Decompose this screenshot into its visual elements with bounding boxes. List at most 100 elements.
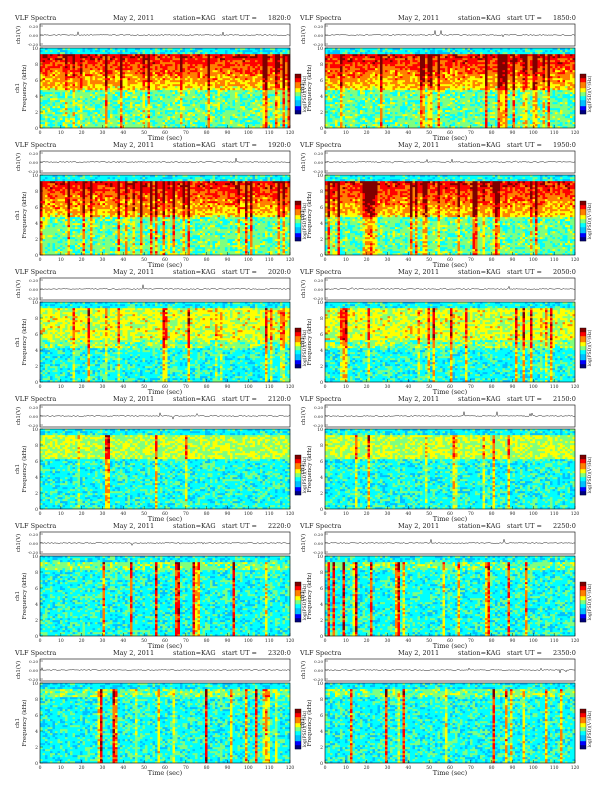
spectrogram-cell <box>183 102 186 104</box>
spectrogram-cell <box>140 78 143 80</box>
spectrogram-cell <box>63 88 66 90</box>
spectrogram-cell <box>158 76 161 78</box>
spectrogram-cell <box>60 76 63 78</box>
spectrogram-cell <box>75 104 78 106</box>
spectrogram-cell <box>195 56 198 58</box>
spectrogram-cell <box>138 118 141 120</box>
spectrogram-cell <box>43 76 46 78</box>
spectrogram-cell <box>233 88 236 90</box>
spectrogram-cell <box>85 96 88 98</box>
spectrogram-cell <box>215 62 218 64</box>
spectrogram-cell <box>173 104 176 106</box>
spectrogram-cell <box>130 112 133 114</box>
spectrogram-cell <box>168 62 171 64</box>
spectrogram-cell <box>118 108 121 110</box>
spectrogram-cell <box>175 114 178 116</box>
spectrogram-cell <box>208 84 211 86</box>
spectrogram-cell <box>95 82 98 84</box>
spectrogram-cell <box>60 100 63 102</box>
spectrogram-cell <box>218 102 221 104</box>
spectrogram-cell <box>155 88 158 90</box>
spectrogram-cell <box>233 70 236 72</box>
spectrogram-cell <box>230 80 233 82</box>
spectrogram-cell <box>105 60 108 62</box>
spectrogram-cell <box>235 74 238 76</box>
spectrogram-cell <box>63 48 66 50</box>
spectrogram-cell <box>150 74 153 76</box>
spectrogram-cell <box>75 108 78 110</box>
spectrogram-cell <box>220 84 223 86</box>
spectrogram-cell <box>175 104 178 106</box>
spectrogram-cell <box>200 94 203 96</box>
spectrogram-cell <box>88 70 91 72</box>
spectrogram-cell <box>205 114 208 116</box>
spectrogram-cell <box>58 114 61 116</box>
spectrogram-cell <box>160 92 163 94</box>
spectrogram-cell <box>68 48 71 50</box>
spectrogram-cell <box>218 62 221 64</box>
spectrogram-cell <box>135 84 138 86</box>
spectrogram-cell <box>145 104 148 106</box>
spectrogram-cell <box>65 96 68 98</box>
spectrogram-cell <box>215 108 218 110</box>
spectrogram-cell <box>200 54 203 56</box>
spectrogram-cell <box>238 88 241 90</box>
spectrogram-cell <box>148 94 151 96</box>
spectrogram-cell <box>208 124 211 126</box>
spectrogram-cell <box>153 96 156 98</box>
spectrogram-cell <box>185 58 188 60</box>
spectrogram-cell <box>155 118 158 120</box>
spectrogram-cell <box>93 120 96 122</box>
spectrogram-cell <box>55 54 58 56</box>
spectrogram-cell <box>60 106 63 108</box>
spectrogram-cell <box>220 78 223 80</box>
spectrogram-cell <box>145 54 148 56</box>
spectrogram-cell <box>135 106 138 108</box>
spectrogram-cell <box>105 76 108 78</box>
spectrogram-cell <box>133 80 136 82</box>
spectrogram-cell <box>113 76 116 78</box>
spectrogram-cell <box>193 82 196 84</box>
spectrogram-cell <box>170 94 173 96</box>
spectrogram-cell <box>105 80 108 82</box>
spectrogram-cell <box>228 118 231 120</box>
spectrogram-cell <box>43 98 46 100</box>
spectrogram-cell <box>100 56 103 58</box>
spectrogram-cell <box>220 92 223 94</box>
spectrogram-cell <box>88 78 91 80</box>
spectrogram-cell <box>190 68 193 70</box>
spectrogram-cell <box>75 96 78 98</box>
spectrogram-cell <box>198 96 201 98</box>
spectrogram-cell <box>168 86 171 88</box>
spectrogram-cell <box>108 98 111 100</box>
spectrogram-cell <box>215 98 218 100</box>
spectrogram-cell <box>195 104 198 106</box>
spectrogram-cell <box>100 116 103 118</box>
spectrogram-cell <box>100 82 103 84</box>
spectrogram-cell <box>83 74 86 76</box>
spectrogram-cell <box>190 90 193 92</box>
spectrogram-cell <box>40 72 43 74</box>
spectrogram-cell <box>203 122 206 124</box>
spectrogram-cell <box>128 74 131 76</box>
spectrogram-cell <box>158 78 161 80</box>
spectrogram-cell <box>48 62 51 64</box>
spectrogram-cell <box>45 62 48 64</box>
spectrogram-cell <box>215 54 218 56</box>
spectrogram-cell <box>195 78 198 80</box>
spectrogram-cell <box>40 116 43 118</box>
spectrogram-cell <box>155 56 158 58</box>
spectrogram-cell <box>145 100 148 102</box>
spectrogram-cell <box>183 54 186 56</box>
spectrogram-cell <box>40 48 43 50</box>
spectrogram-cell <box>205 120 208 122</box>
spectrogram-cell <box>43 88 46 90</box>
spectrogram-cell <box>238 122 241 124</box>
spectrogram-cell <box>100 76 103 78</box>
spectrogram-cell <box>203 78 206 80</box>
spectrogram-cell <box>103 94 106 96</box>
spectrogram-cell <box>78 62 81 64</box>
spectrogram-cell <box>65 58 68 60</box>
spectrogram-cell <box>108 72 111 74</box>
spectrogram-cell <box>110 108 113 110</box>
